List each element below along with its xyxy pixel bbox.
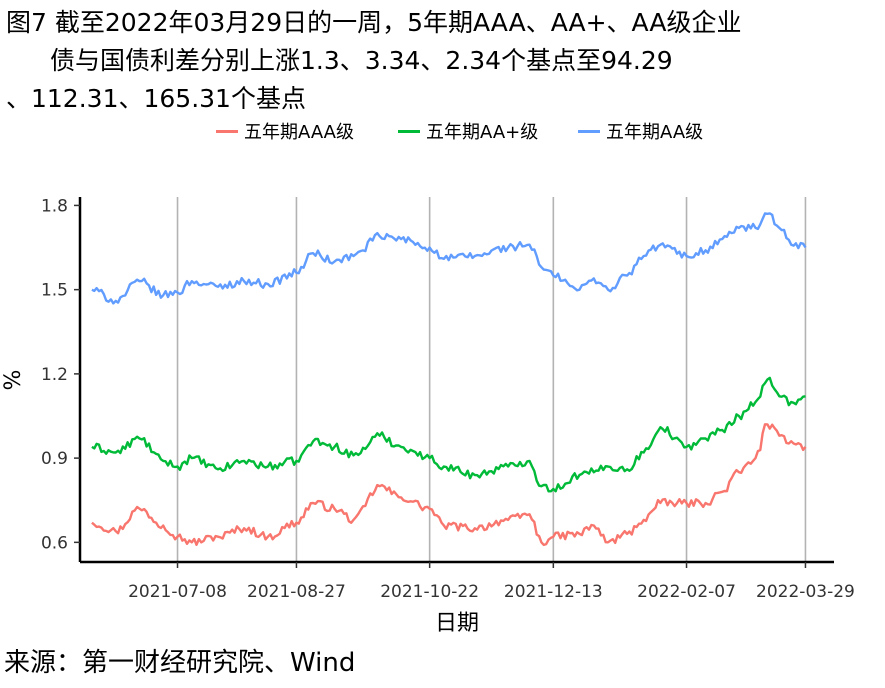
- y-tick-label-5: 1.8: [41, 196, 68, 216]
- series-line-2: [91, 376, 806, 493]
- x-tick-label-2: 2021-08-27: [247, 582, 346, 602]
- legend-label-aa: 五年期AA级: [606, 122, 704, 143]
- series-lines: [91, 212, 807, 547]
- x-tick-label-4: 2021-12-13: [504, 582, 603, 602]
- legend-swatch-aaa: [216, 129, 238, 133]
- series-line-3: [91, 212, 807, 305]
- title-line-3: 、112.31、165.31个基点: [6, 84, 306, 113]
- x-axis-title: 日期: [435, 611, 479, 636]
- gridlines: [176, 197, 807, 562]
- x-tick-label-1: 2021-07-08: [128, 582, 227, 602]
- x-ticks: 2021-07-08 2021-08-27 2021-10-22 2021-12-13…: [128, 562, 855, 602]
- y-tick-label-3: 1.2: [41, 365, 68, 385]
- y-ticks: 0.6 0.9 1.2 1.5 1.8: [41, 196, 80, 553]
- y-axis-title: %: [1, 370, 26, 391]
- legend-swatch-aa: [578, 129, 600, 133]
- legend-swatch-aa-plus: [398, 129, 420, 133]
- legend-item-aa-plus: 五年期AA+级: [398, 118, 538, 144]
- title-line-1: 图7 截至2022年03月29日的一周，5年期AAA、AA+、AA级企业: [6, 8, 742, 37]
- chart-title: 图7 截至2022年03月29日的一周，5年期AAA、AA+、AA级企业 债与国…: [6, 4, 876, 118]
- y-tick-label-2: 0.9: [41, 449, 68, 469]
- title-line-2: 债与国债利差分别上涨1.3、3.34、2.34个基点至94.29: [50, 46, 673, 75]
- x-tick-label-3: 2021-10-22: [380, 582, 479, 602]
- axes: [78, 197, 834, 564]
- legend-label-aa-plus: 五年期AA+级: [426, 122, 539, 143]
- legend-item-aa: 五年期AA级: [578, 118, 703, 144]
- source-note: 来源：第一财经研究院、Wind: [4, 648, 356, 678]
- x-tick-label-5: 2022-02-07: [637, 582, 736, 602]
- y-tick-label-4: 1.5: [41, 281, 68, 301]
- legend-item-aaa: 五年期AAA级: [216, 118, 354, 144]
- series-line-1: [91, 423, 807, 547]
- legend: 五年期AAA级 五年期AA+级 五年期AA级: [0, 118, 885, 144]
- legend-label-aaa: 五年期AAA级: [244, 122, 354, 143]
- x-tick-label-6: 2022-03-29: [756, 582, 855, 602]
- y-tick-label-1: 0.6: [41, 533, 68, 553]
